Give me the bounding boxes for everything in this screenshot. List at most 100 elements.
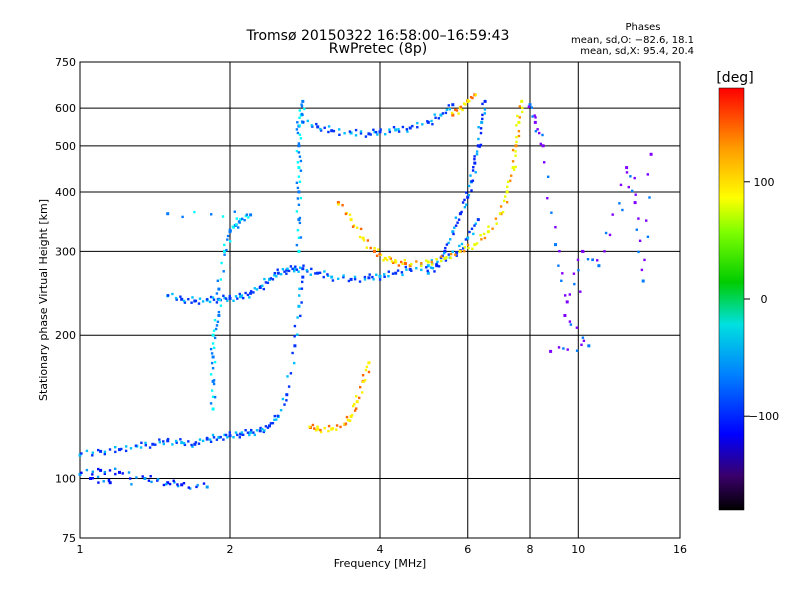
data-point (228, 294, 231, 298)
data-point (222, 270, 225, 273)
data-point (293, 344, 297, 348)
data-point (451, 103, 455, 107)
data-point (469, 174, 472, 177)
data-point (426, 269, 429, 273)
data-point (608, 233, 612, 237)
data-point (643, 258, 646, 262)
data-point (396, 269, 400, 272)
data-point (603, 250, 606, 253)
data-point (212, 298, 216, 301)
data-point (134, 444, 138, 447)
data-point (343, 132, 346, 135)
data-point (211, 433, 215, 437)
series-4 (295, 99, 306, 253)
data-point (264, 281, 268, 284)
data-point (301, 280, 304, 284)
data-point (581, 336, 585, 339)
data-point (359, 227, 363, 231)
data-point (298, 116, 301, 119)
data-point (298, 155, 302, 158)
data-point (369, 246, 372, 250)
data-point (430, 119, 433, 123)
data-point (591, 258, 594, 261)
data-point (294, 265, 297, 268)
data-point (569, 323, 573, 326)
data-point (408, 267, 412, 271)
data-point (464, 103, 467, 106)
data-point (394, 259, 397, 262)
data-point (209, 295, 213, 299)
data-point (400, 271, 404, 274)
data-point (89, 477, 93, 480)
data-point (374, 131, 378, 134)
data-point (297, 166, 301, 170)
data-point (296, 186, 300, 190)
data-point (193, 442, 197, 446)
data-point (447, 241, 450, 245)
data-point (378, 130, 382, 134)
data-point (420, 268, 423, 272)
data-point (367, 361, 371, 365)
data-point (372, 128, 375, 131)
data-point (216, 320, 220, 323)
data-point (259, 426, 262, 430)
data-point (510, 174, 513, 177)
data-point (345, 415, 349, 419)
data-point (629, 175, 632, 178)
data-point (403, 259, 406, 262)
data-point (121, 472, 124, 475)
data-point (416, 126, 419, 129)
data-point (114, 450, 117, 454)
data-point (457, 112, 460, 115)
data-point (211, 342, 215, 345)
x-tick-label: 8 (527, 543, 534, 556)
data-point (449, 256, 452, 260)
data-point (162, 483, 166, 487)
data-point (575, 326, 579, 329)
data-point (301, 267, 305, 271)
data-point (515, 140, 518, 144)
data-point (285, 399, 288, 402)
data-point (273, 274, 276, 277)
data-point (314, 272, 317, 275)
data-point (358, 235, 362, 239)
data-point (483, 108, 487, 111)
data-point (353, 275, 357, 279)
data-point (499, 205, 503, 208)
data-point (470, 189, 473, 192)
data-point (405, 268, 408, 271)
data-point (91, 473, 94, 476)
data-point (190, 301, 193, 304)
data-point (410, 262, 413, 266)
data-point (213, 318, 217, 322)
data-point (172, 479, 175, 482)
data-point (236, 297, 239, 300)
data-point (301, 99, 305, 103)
data-point (281, 397, 285, 401)
data-point (108, 481, 112, 485)
data-point (232, 299, 235, 302)
data-point (349, 415, 353, 418)
data-point (226, 299, 229, 302)
colorbar (718, 87, 745, 511)
data-point (343, 422, 346, 426)
data-point (108, 448, 112, 451)
data-point (475, 153, 479, 156)
data-point (627, 185, 630, 189)
data-point (276, 271, 280, 275)
data-point (481, 102, 484, 106)
data-point (295, 243, 299, 247)
data-point (205, 298, 209, 301)
data-point (404, 262, 407, 265)
data-point (99, 449, 103, 453)
data-point (222, 294, 225, 297)
data-point (293, 324, 297, 328)
data-point (479, 234, 482, 237)
data-point (103, 452, 106, 456)
data-point (506, 201, 509, 204)
data-point (517, 134, 521, 138)
data-point (505, 190, 509, 194)
data-point (558, 250, 561, 253)
data-point (367, 276, 371, 280)
data-point (433, 270, 436, 273)
